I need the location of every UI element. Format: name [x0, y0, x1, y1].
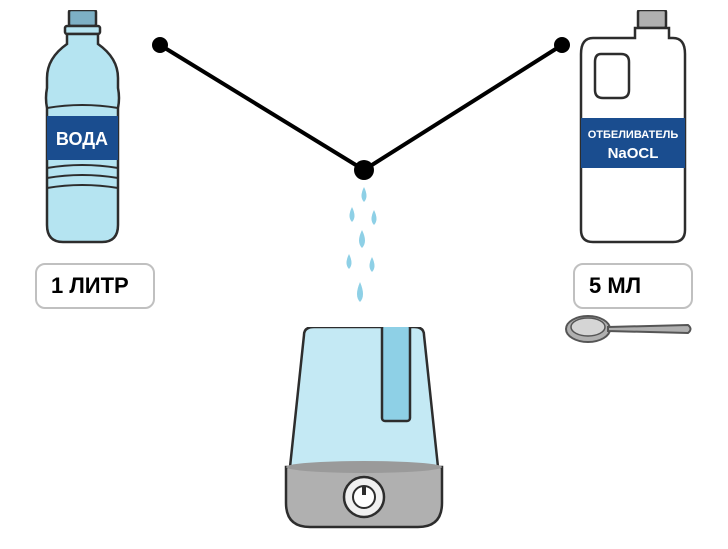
- bleach-amount-box: 5 МЛ: [573, 263, 693, 309]
- bleach-column: ОТБЕЛИВАТЕЛЬ NaOCL 5 МЛ: [548, 10, 693, 349]
- spoon-icon: [563, 309, 693, 349]
- water-amount-label: 1 ЛИТР: [51, 273, 129, 298]
- bleach-amount-label: 5 МЛ: [589, 273, 641, 298]
- water-column: ВОДА 1 ЛИТР: [35, 10, 180, 309]
- water-bottle-icon: ВОДА: [35, 10, 130, 245]
- water-amount-box: 1 ЛИТР: [35, 263, 155, 309]
- bleach-bottle-label-2: NaOCL: [608, 145, 659, 162]
- water-bottle-label: ВОДА: [56, 129, 108, 149]
- center-column: [244, 10, 484, 532]
- drops-icon: [314, 182, 414, 327]
- humidifier-icon: [264, 327, 464, 532]
- bleach-bottle-label-1: ОТБЕЛИВАТЕЛЬ: [588, 129, 679, 141]
- infographic-container: ВОДА 1 ЛИТР ОТБЕЛИВАТЕЛЬ NaOCL 5 МЛ: [0, 0, 728, 549]
- bleach-bottle-icon: ОТБЕЛИВАТЕЛЬ NaOCL: [573, 10, 693, 245]
